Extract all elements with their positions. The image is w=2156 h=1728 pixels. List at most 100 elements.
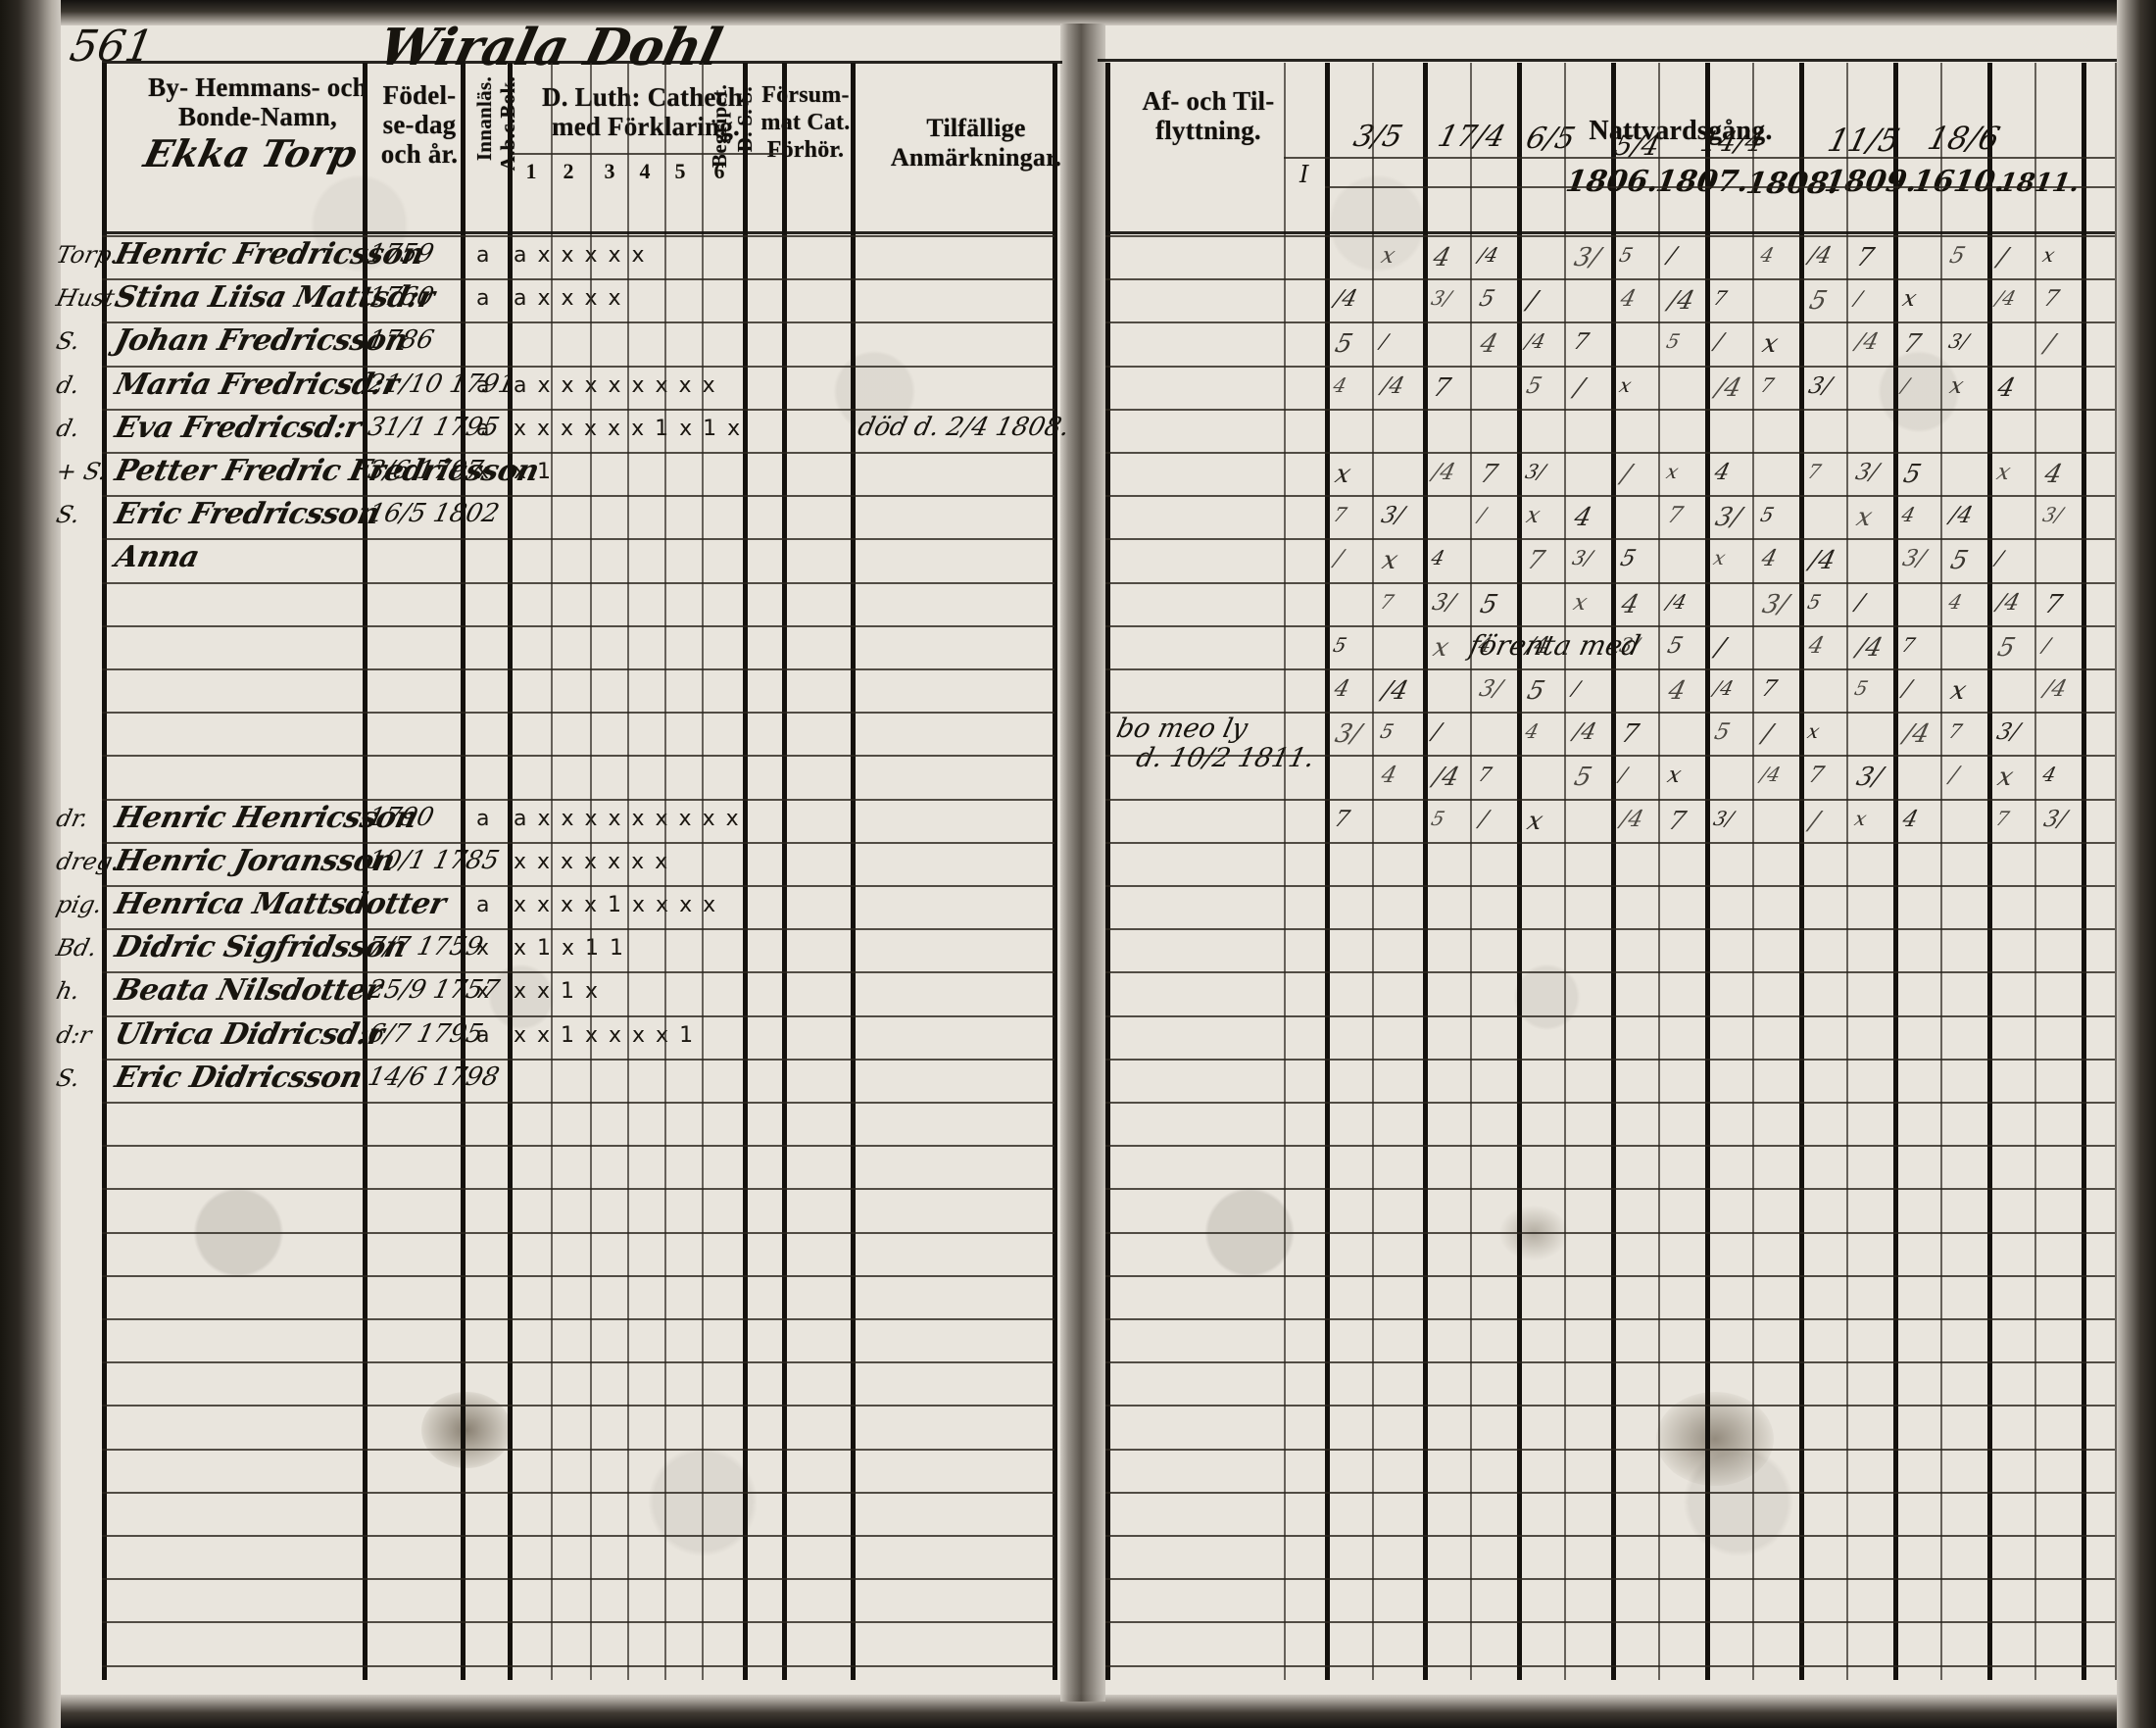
column-rule	[2034, 63, 2036, 1680]
entry-birth: 1786	[365, 325, 437, 356]
entry-abc: a	[476, 416, 495, 441]
row-marker-I: I	[1299, 161, 1309, 188]
row-rule	[102, 1102, 1054, 1104]
row-rule	[102, 538, 1054, 540]
row-rule	[102, 1232, 1054, 1234]
entry-birth: 7/7 1759	[365, 932, 486, 963]
row-rule	[102, 409, 1054, 411]
column-rule	[1846, 63, 1848, 1680]
entry-name: Henrica Mattsdotter	[111, 887, 449, 921]
right-page	[1058, 22, 2121, 1703]
column-rule	[363, 63, 368, 1680]
row-rule	[102, 799, 1054, 801]
row-rule	[102, 582, 1054, 584]
date-fraction-6: 11/5	[1824, 122, 1904, 159]
header-name-script: Ekka Torp	[139, 131, 362, 175]
row-rule	[1105, 1275, 2115, 1277]
column-rule	[551, 63, 553, 1680]
row-rule	[102, 1492, 1054, 1494]
row-rule	[102, 1188, 1054, 1190]
entry-name: Eva Fredricsd:r	[111, 410, 365, 445]
entry-name: Anna	[111, 540, 203, 575]
catechism-subnum-5: 5	[674, 159, 686, 183]
entry-birth: 16/5 1802	[365, 499, 503, 529]
row-rule	[102, 755, 1054, 757]
folio-number: 561	[66, 22, 158, 72]
header-catechism-line2: med Förklaring.	[552, 112, 740, 141]
header-birth-line1: Födel-	[382, 80, 457, 110]
entry-abc: a	[476, 1022, 495, 1048]
header-migration-line2: flyttning.	[1155, 116, 1261, 145]
paper-grain-right	[1058, 22, 2121, 1703]
row-rule	[1105, 799, 2115, 801]
entry-birth: 21/10 1791	[365, 369, 518, 399]
row-rule	[1105, 1535, 2115, 1537]
migration-note-line2: d. 10/2 1811.	[1133, 743, 1318, 774]
column-rule	[1284, 63, 1286, 1680]
scan-edge-right	[2117, 0, 2156, 1728]
entry-name: Eric Fredricsson	[111, 497, 383, 532]
row-rule	[102, 1145, 1054, 1147]
header-catechism-line1: D. Luth: Cathech.	[542, 82, 750, 112]
entry-catechism: a x x x x x x x x	[514, 372, 717, 398]
column-rule	[2082, 63, 2086, 1680]
entry-catechism: x 1 x 1 1	[514, 936, 626, 962]
entry-catechism: a x x x x x	[514, 243, 647, 268]
row-rule	[102, 1449, 1054, 1451]
column-rule	[102, 63, 107, 1680]
row-rule	[102, 61, 1062, 64]
row-rule	[1284, 157, 2115, 159]
entry-abc: a	[476, 372, 495, 398]
row-rule	[1105, 235, 2115, 237]
row-rule	[102, 1059, 1054, 1061]
column-rule	[1940, 63, 1942, 1680]
entry-birth: 6/7 1795	[365, 1018, 486, 1049]
row-rule	[102, 668, 1054, 670]
migration-note-line1: bo meo ly	[1113, 714, 1251, 745]
column-rule	[1564, 63, 1566, 1680]
header-name-line2: Bonde-Namn,	[178, 102, 337, 131]
entry-catechism: a x x x x	[514, 286, 623, 312]
row-rule	[1105, 409, 2115, 411]
catechism-subnum-3: 3	[604, 159, 615, 183]
row-rule	[1105, 1621, 2115, 1623]
column-rule	[627, 63, 629, 1680]
row-rule	[1105, 1059, 2115, 1061]
entry-prefix: Torp.	[53, 241, 122, 269]
row-rule	[102, 625, 1054, 627]
entry-prefix: pig.	[53, 891, 106, 918]
row-rule	[1105, 1361, 2115, 1363]
row-rule	[102, 1665, 1054, 1667]
entry-remark: död d. 2/4 1808.	[855, 412, 1073, 442]
catechism-subnum-1: 1	[525, 159, 537, 183]
row-rule	[1105, 452, 2115, 454]
entry-birth: 1759	[365, 239, 437, 269]
entry-name: Beata Nilsdotter	[111, 973, 385, 1009]
header-communion: Nattvardsgång.	[1589, 116, 1773, 146]
entry-catechism: x x 1 x x x x 1	[514, 1022, 696, 1048]
column-rule	[1517, 63, 1522, 1680]
row-rule	[102, 1361, 1054, 1363]
header-birth-line3: och år.	[380, 139, 459, 169]
entry-abc: x	[476, 460, 495, 484]
entry-abc: a	[476, 243, 495, 268]
catechism-subnum-6: 6	[713, 159, 725, 183]
row-rule	[1105, 321, 2115, 323]
row-rule	[102, 1275, 1054, 1277]
column-rule	[1987, 63, 1992, 1680]
row-rule	[1105, 1145, 2115, 1147]
entry-birth: 10/1 1785	[365, 845, 503, 875]
row-rule	[1105, 538, 2115, 540]
row-rule	[1105, 366, 2115, 368]
entry-birth: 3/6 1797	[365, 456, 486, 485]
row-rule	[1105, 625, 2115, 627]
column-rule	[590, 63, 592, 1680]
header-neglected-line1: Försum-	[761, 82, 850, 108]
entry-abc: a	[476, 286, 495, 312]
year-heading-1811: 1811.	[1996, 169, 2082, 198]
column-rule	[1752, 63, 1754, 1680]
row-rule	[102, 231, 1054, 234]
row-rule	[1105, 928, 2115, 930]
row-rule	[1098, 59, 2117, 62]
